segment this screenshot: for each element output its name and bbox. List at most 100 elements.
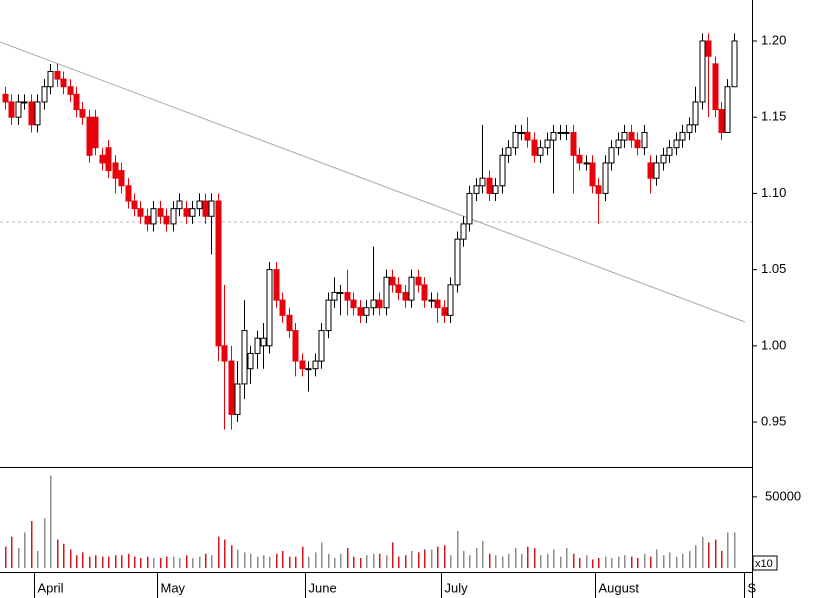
candle-body [299,360,306,370]
volume-bar [360,558,362,568]
candle-body [653,162,660,179]
candle-body [337,291,344,294]
volume-bar [373,553,375,568]
volume-bar [192,558,194,568]
volume-bar [11,536,13,568]
volume-unit-label: x10 [755,558,773,570]
candle-body [428,299,435,302]
candle-body [376,299,383,309]
volume-bar [121,555,123,568]
candle-body [595,185,602,194]
candle-body [221,345,228,362]
volume-bar [173,556,175,568]
candle-body [150,208,157,225]
volume-bar [489,553,491,568]
volume-bar [521,553,523,568]
candle-body [228,360,235,415]
volume-bar [18,548,20,568]
volume-bar [199,556,201,568]
candle-body [137,208,144,217]
volume-bar [328,553,330,568]
volume-bar [76,555,78,568]
y-tick-label: 0.95 [761,413,786,428]
candle-body [454,238,461,286]
volume-bar [598,558,600,568]
volume-bar [502,556,504,568]
candle-body [125,185,132,202]
candle-body [67,86,74,95]
candle-body [21,101,28,104]
candle-body [266,269,273,347]
volume-bar [31,521,33,568]
candle-body [505,147,512,156]
volume-bar [108,556,110,568]
volume-bar [205,553,207,568]
volume-bar [289,556,291,568]
volume-bar [160,558,162,568]
candle-body [60,78,67,88]
volume-bar [237,549,239,568]
volume-bar [611,558,613,568]
volume-bar [231,545,233,568]
candle-body [144,215,151,225]
candle-body [357,307,364,316]
candle-body [421,284,428,301]
volume-bar [102,556,104,568]
volume-bar [340,553,342,568]
y-tick-label: 1.05 [761,261,786,276]
volume-bar [37,550,39,568]
volume-bar [347,548,349,568]
volume-bar [257,556,259,568]
candle-body [499,154,506,187]
candle-body [196,200,203,210]
volume-bar [695,545,697,568]
candle-body [434,299,441,309]
volume-bar [469,555,471,568]
candle-body [641,131,648,149]
volume-bar [573,553,575,568]
volume-bar [140,558,142,568]
volume-bar [269,556,271,568]
candle-body [441,307,448,316]
candle-body [718,109,725,133]
candle-body [305,368,312,371]
volume-bar [63,543,65,568]
volume-bar [353,556,355,568]
volume-bar [115,555,117,568]
volume-bar [315,552,317,568]
volume-bar [547,553,549,568]
candle-body [524,131,531,141]
volume-bar [44,518,46,568]
volume-bar [605,556,607,568]
candle-body [99,154,106,164]
volume-bar [424,549,426,568]
volume-bar [586,555,588,568]
marks [2,33,738,568]
candle-body [692,101,699,126]
volume-bar [560,556,562,568]
volume-bar [721,550,723,568]
candle-body [254,337,261,354]
candle-body [208,200,215,217]
volume-bar [128,553,130,568]
x-tick-label: June [309,580,337,595]
volume-bar [482,540,484,568]
volume-bar [334,558,336,568]
candle-body [273,269,280,301]
candle-body [479,177,486,187]
volume-bar [379,553,381,568]
volume-bar [689,550,691,568]
candle-body [686,124,693,133]
volume-bar [211,555,213,568]
volume-bar [321,542,323,568]
volume-bar [411,550,413,568]
candle-body [79,109,86,118]
volume-bar [218,536,220,568]
candle-body [389,276,396,286]
volume-bar [682,553,684,568]
candle-body [331,291,338,301]
volume-bar [166,556,168,568]
candle-body [731,40,738,88]
candle-body [189,208,196,217]
volume-bar [250,553,252,568]
